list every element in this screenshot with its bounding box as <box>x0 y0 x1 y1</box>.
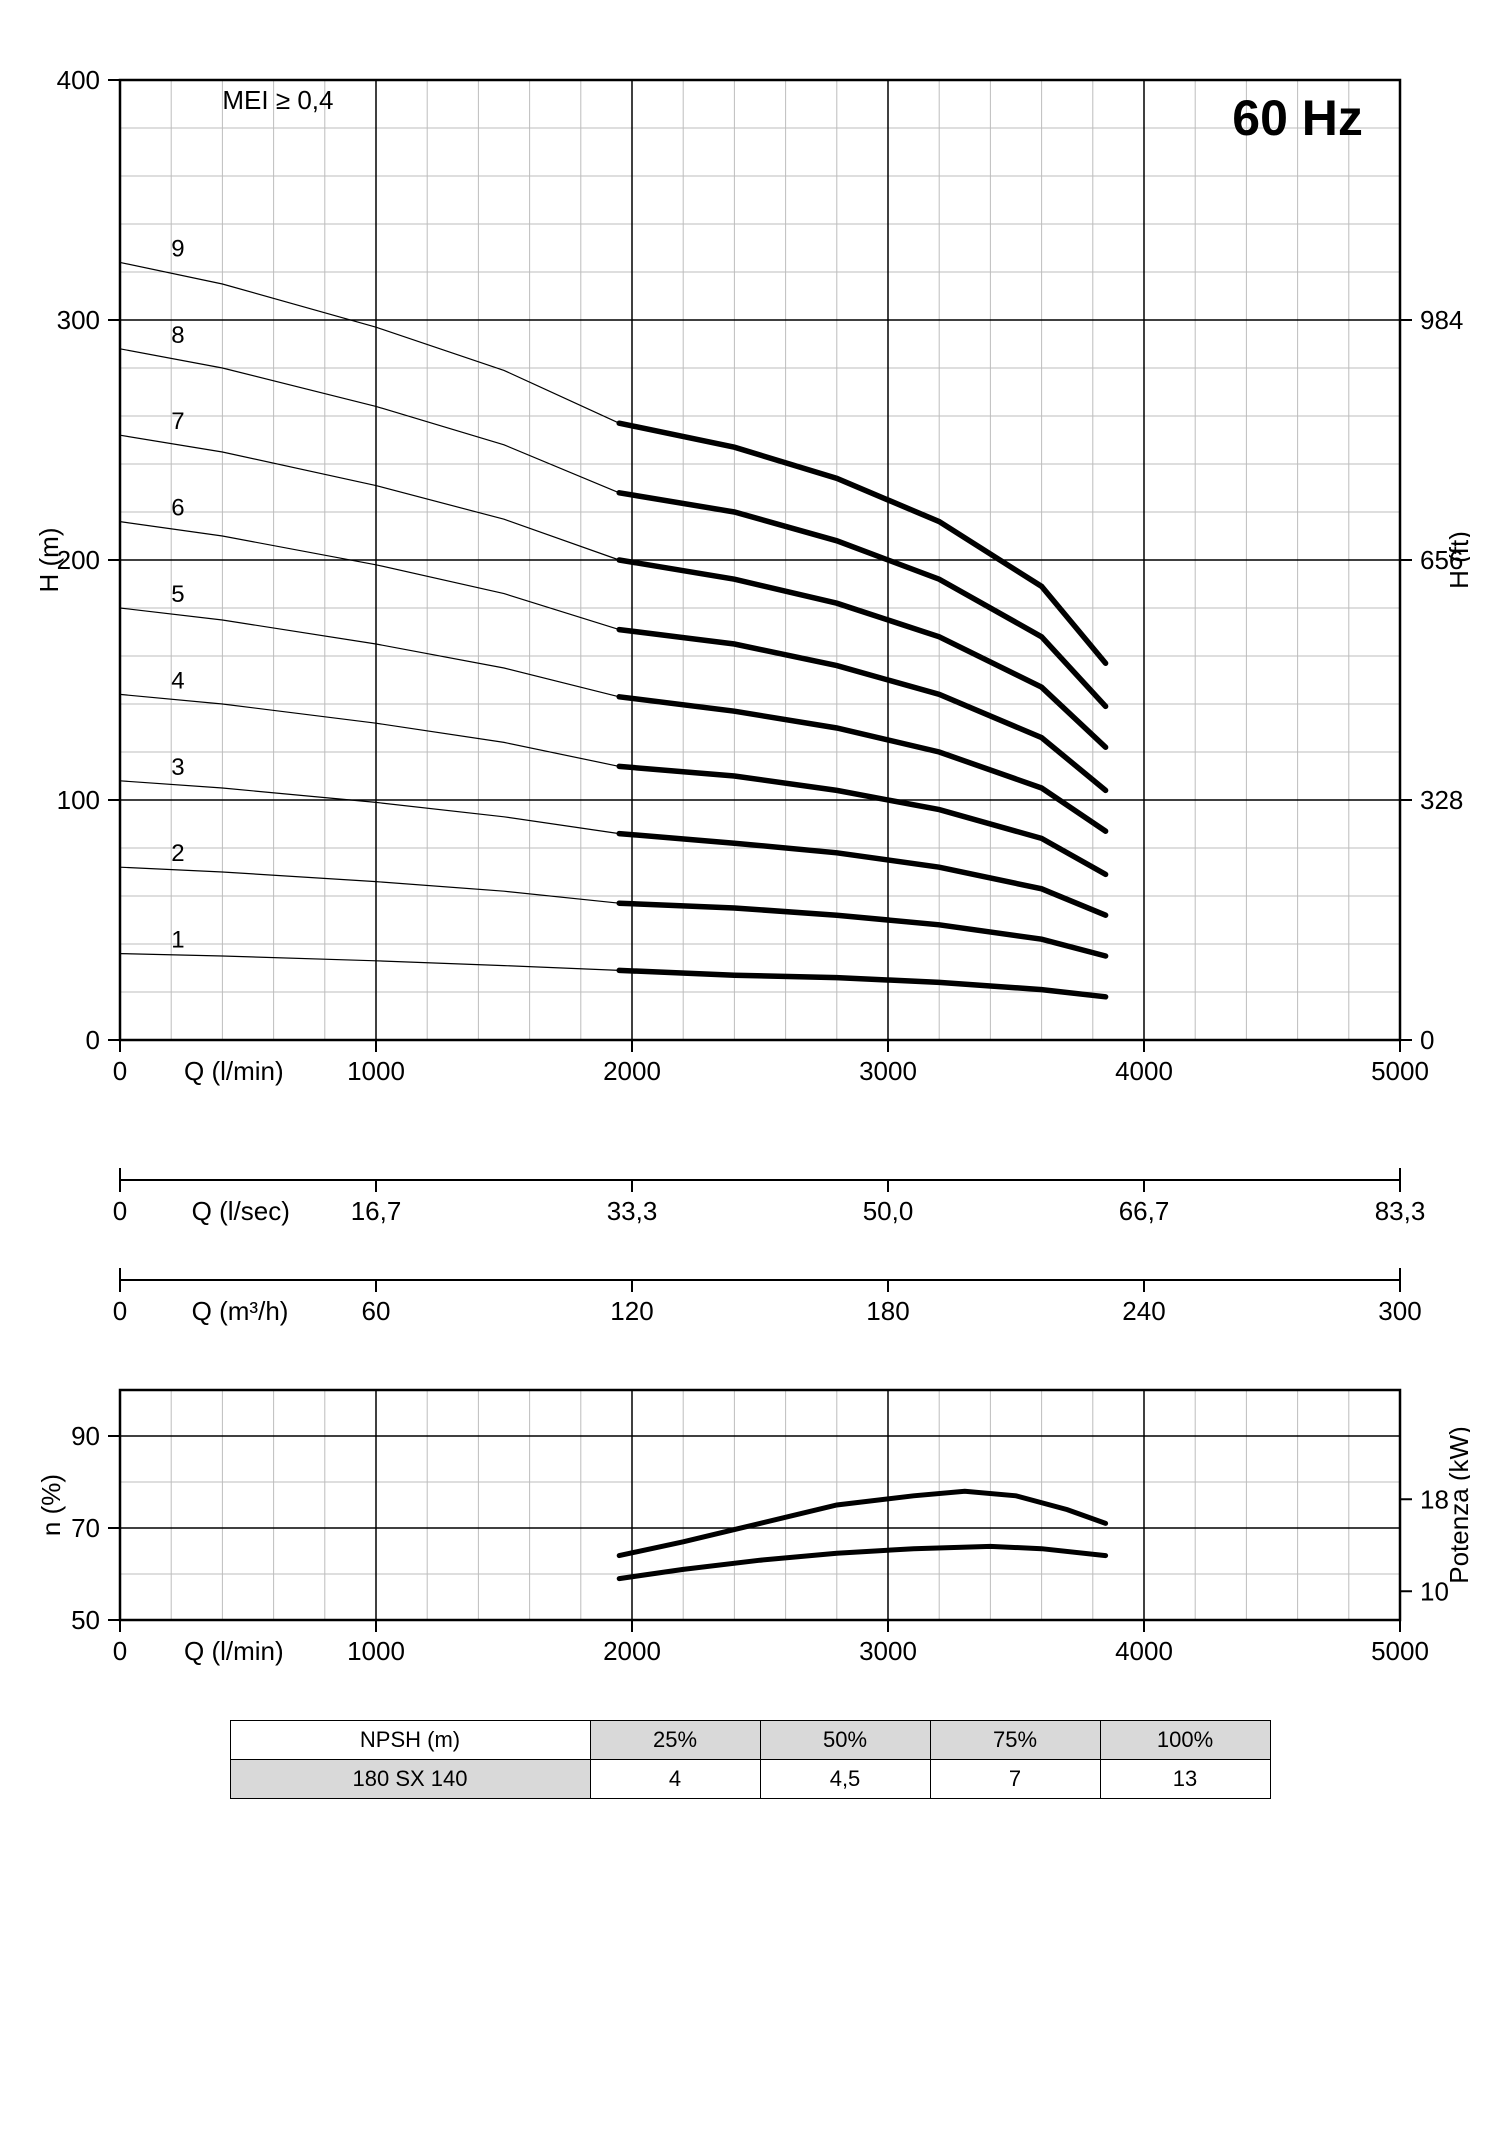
flow-scale-lsec: 0 16,7 33,3 50,0 66,7 83,3 Q (l/sec) <box>30 1160 1470 1240</box>
svg-text:83,3: 83,3 <box>1375 1196 1426 1226</box>
svg-text:1000: 1000 <box>347 1636 405 1666</box>
svg-text:1: 1 <box>171 927 184 954</box>
svg-text:4000: 4000 <box>1115 1636 1173 1666</box>
svg-text:0: 0 <box>1420 1025 1434 1055</box>
svg-text:984: 984 <box>1420 305 1463 335</box>
svg-text:16,7: 16,7 <box>351 1196 402 1226</box>
svg-text:300: 300 <box>1378 1296 1421 1326</box>
svg-text:7: 7 <box>171 408 184 435</box>
svg-text:0: 0 <box>113 1056 127 1086</box>
svg-text:60: 60 <box>362 1296 391 1326</box>
svg-text:180: 180 <box>866 1296 909 1326</box>
efficiency-power-chart: 0 1000 2000 3000 4000 5000 Q (l/min) 50 70 90n (%… <box>30 1370 1470 1690</box>
svg-text:50: 50 <box>71 1605 100 1635</box>
main-head-chart: 123456789010002000300040005000Q (l/min)0… <box>30 40 1470 1140</box>
svg-text:Q (l/min): Q (l/min) <box>184 1056 284 1086</box>
svg-text:0: 0 <box>113 1296 127 1326</box>
svg-text:H (m): H (m) <box>34 528 64 593</box>
svg-text:33,3: 33,3 <box>607 1196 658 1226</box>
svg-text:8: 8 <box>171 322 184 349</box>
svg-text:400: 400 <box>57 65 100 95</box>
svg-text:5000: 5000 <box>1371 1056 1429 1086</box>
svg-text:4000: 4000 <box>1115 1056 1173 1086</box>
svg-text:0: 0 <box>113 1196 127 1226</box>
svg-text:100: 100 <box>57 785 100 815</box>
svg-text:328: 328 <box>1420 785 1463 815</box>
svg-text:0: 0 <box>86 1025 100 1055</box>
svg-text:70: 70 <box>71 1513 100 1543</box>
svg-text:90: 90 <box>71 1421 100 1451</box>
svg-text:6: 6 <box>171 495 184 522</box>
svg-text:Q (l/sec): Q (l/sec) <box>192 1196 290 1226</box>
svg-text:240: 240 <box>1122 1296 1165 1326</box>
svg-text:0: 0 <box>113 1636 127 1666</box>
svg-text:2000: 2000 <box>603 1636 661 1666</box>
svg-text:H (ft): H (ft) <box>1444 531 1470 589</box>
svg-text:3000: 3000 <box>859 1636 917 1666</box>
svg-text:60 Hz: 60 Hz <box>1232 90 1363 146</box>
svg-text:1000: 1000 <box>347 1056 405 1086</box>
npsh-table: NPSH (m)25%50%75%100%180 SX 14044,5713 <box>230 1720 1271 1799</box>
svg-text:MEI ≥ 0,4: MEI ≥ 0,4 <box>222 85 333 115</box>
svg-text:Q (m³/h): Q (m³/h) <box>192 1296 289 1326</box>
svg-text:3000: 3000 <box>859 1056 917 1086</box>
svg-text:5000: 5000 <box>1371 1636 1429 1666</box>
svg-text:2: 2 <box>171 840 184 867</box>
svg-text:n (%): n (%) <box>36 1474 66 1536</box>
svg-text:5: 5 <box>171 581 184 608</box>
flow-scale-m3h: 0 60 120 180 240 300 Q (m³/h) <box>30 1260 1470 1340</box>
svg-text:9: 9 <box>171 235 184 262</box>
svg-text:3: 3 <box>171 754 184 781</box>
svg-text:300: 300 <box>57 305 100 335</box>
svg-text:Potenza (kW): Potenza (kW) <box>1444 1426 1470 1584</box>
svg-text:2000: 2000 <box>603 1056 661 1086</box>
svg-text:50,0: 50,0 <box>863 1196 914 1226</box>
svg-text:66,7: 66,7 <box>1119 1196 1170 1226</box>
svg-text:120: 120 <box>610 1296 653 1326</box>
svg-text:Q (l/min): Q (l/min) <box>184 1636 284 1666</box>
svg-text:4: 4 <box>171 667 184 694</box>
